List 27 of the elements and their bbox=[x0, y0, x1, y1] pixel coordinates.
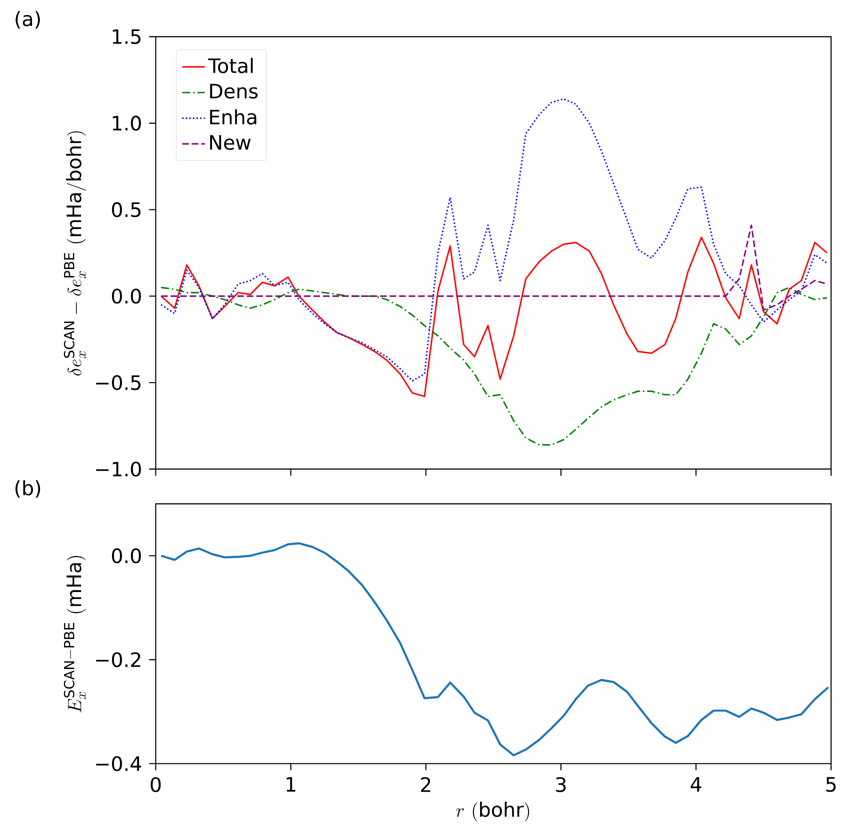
y-tick-label: 0.5 bbox=[112, 202, 140, 218]
line-series bbox=[160, 98, 828, 382]
y-tick-label: −1.0 bbox=[96, 462, 141, 477]
y-axis-title: $E_x^{\mathrm{SCAN-PBE}}\ (\mathrm{mHa})$ bbox=[64, 556, 86, 712]
line-series bbox=[160, 236, 828, 398]
x-tick-label: 5 bbox=[826, 777, 836, 792]
line-series bbox=[160, 542, 830, 756]
y-tick-label: 1.5 bbox=[112, 29, 140, 44]
legend-label: New bbox=[210, 135, 251, 150]
x-tick-label: 2 bbox=[421, 777, 430, 792]
x-tick-label: 4 bbox=[690, 777, 702, 792]
text: (a) bbox=[16, 10, 40, 29]
y-tick-label: −0.2 bbox=[96, 652, 140, 668]
x-tick-label: 1 bbox=[286, 777, 296, 792]
y-tick-label: 1.0 bbox=[112, 116, 141, 131]
y-tick-label: −0.4 bbox=[96, 756, 142, 772]
y-tick-label: −0.5 bbox=[96, 375, 140, 390]
legend-label: Enha bbox=[210, 109, 256, 125]
x-tick-label: 3 bbox=[556, 777, 566, 792]
x-axis-title: $r\ (\mathrm{bohr})$ bbox=[456, 802, 530, 822]
y-tick-label: 0.0 bbox=[112, 548, 141, 564]
x-tick-label: 0 bbox=[150, 777, 161, 792]
legend-label: Total bbox=[208, 58, 253, 74]
y-axis-title: $\delta e_x^{\mathrm{SCAN}}-\delta e_x^{\mathrm{PBE}}\ (\mathrm{mHa/bohr})$ bbox=[64, 131, 86, 376]
legend-label: Dens bbox=[210, 84, 258, 99]
y-tick-label: 0.0 bbox=[112, 288, 141, 304]
text: (b) bbox=[15, 480, 40, 498]
